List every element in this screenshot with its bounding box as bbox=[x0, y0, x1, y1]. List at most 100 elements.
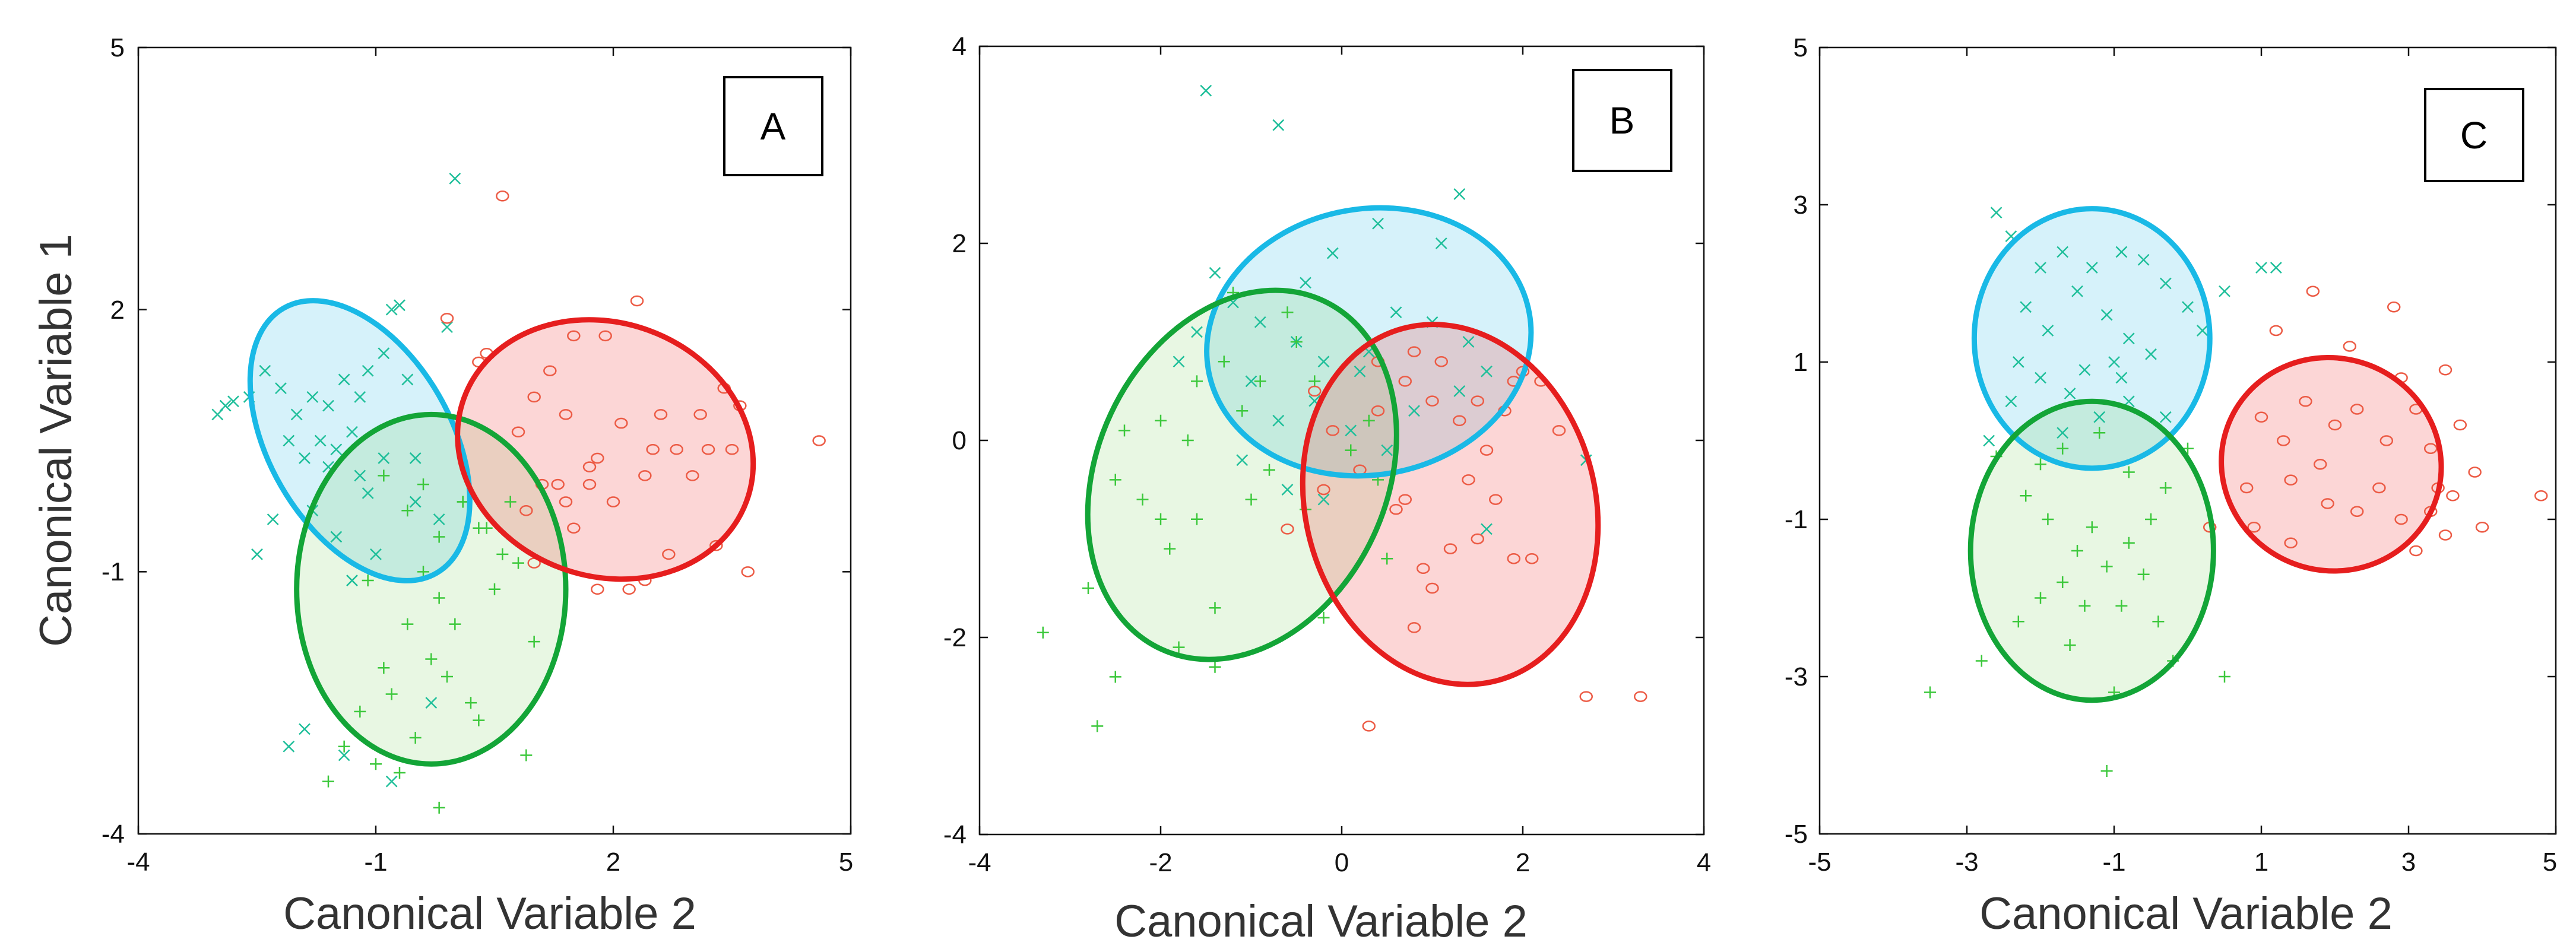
panel-a-label: A bbox=[761, 105, 786, 148]
panel-a-xtick-label: 5 bbox=[839, 848, 853, 877]
panel-b-point-teal bbox=[1300, 277, 1311, 289]
panel-c-point-red bbox=[2269, 325, 2283, 337]
panel-a-point-teal bbox=[338, 373, 350, 386]
panel-a-point-green bbox=[473, 522, 485, 534]
panel-c-point-red bbox=[2350, 506, 2364, 517]
panel-c-point-red bbox=[2409, 545, 2423, 557]
panel-b-point-teal bbox=[1408, 405, 1420, 417]
panel-b-point-red bbox=[1362, 721, 1376, 732]
panel-b-point-green bbox=[1173, 641, 1185, 653]
panel-a-point-teal bbox=[338, 749, 350, 761]
panel-b-point-red bbox=[1443, 543, 1457, 554]
panel-b-ytick-label: 4 bbox=[952, 32, 967, 61]
panel-b-ytick-label: -2 bbox=[943, 623, 967, 652]
panel-a-plot-area bbox=[137, 46, 852, 835]
panel-c-point-red bbox=[2313, 459, 2327, 470]
panel-c-ytick-label: 1 bbox=[1794, 348, 1808, 377]
panel-c-point-green bbox=[2057, 576, 2069, 588]
panel-c-ytick-label: -3 bbox=[1785, 662, 1808, 691]
panel-c-point-green bbox=[2115, 599, 2128, 612]
panel-b-point-red bbox=[1417, 563, 1430, 575]
panel-b-ytick-label: -4 bbox=[943, 820, 967, 849]
panel-b-point-teal bbox=[1481, 523, 1493, 535]
panel-a-x-ticks: -4 -1 2 5 bbox=[126, 848, 853, 877]
panel-b-point-teal bbox=[1200, 84, 1212, 97]
panel-a-point-teal bbox=[283, 740, 295, 753]
panel-a-point-red bbox=[582, 478, 597, 490]
panel-a: -4 -1 2 5 -4 -1 2 5 Canonical Variable 2… bbox=[31, 33, 853, 939]
panel-b-point-red bbox=[1281, 523, 1294, 535]
panel-c-point-green bbox=[2057, 442, 2069, 455]
panel-c-point-green bbox=[2219, 671, 2230, 683]
panel-a-point-red bbox=[741, 566, 755, 577]
panel-c-point-red bbox=[2343, 341, 2357, 352]
panel-b-point-red bbox=[1525, 553, 1539, 564]
panel-b-point-green bbox=[1155, 513, 1167, 525]
panel-a-point-teal bbox=[385, 303, 398, 316]
panel-b-point-green bbox=[1155, 414, 1167, 427]
panel-a-point-teal bbox=[362, 487, 374, 499]
panel-a-point-red bbox=[567, 522, 581, 534]
panel-c-point-red bbox=[2350, 404, 2364, 415]
panel-c-point-red bbox=[2299, 396, 2312, 407]
panel-c-point-green bbox=[2042, 513, 2054, 525]
panel-a-point-green bbox=[496, 548, 509, 560]
panel-c-ytick-label: 3 bbox=[1794, 191, 1808, 220]
panel-c-point-teal bbox=[2122, 332, 2135, 345]
panel-c-point-red bbox=[2394, 513, 2408, 525]
panel-a-point-red bbox=[709, 540, 723, 551]
panel-b-point-red bbox=[1489, 494, 1503, 505]
panel-b-point-red bbox=[1453, 415, 1466, 427]
panel-c-point-red bbox=[2475, 522, 2489, 533]
panel-a-point-teal bbox=[227, 395, 239, 408]
panel-a-point-teal bbox=[219, 399, 232, 412]
panel-c-point-green bbox=[2137, 568, 2150, 580]
panel-a-point-red bbox=[630, 295, 644, 307]
panel-b-point-green bbox=[1091, 720, 1104, 732]
panel-c-point-red bbox=[2453, 419, 2467, 431]
panel-a-point-teal bbox=[385, 775, 398, 788]
panel-c-xtick-label: 5 bbox=[2543, 848, 2557, 877]
panel-a-label-box bbox=[723, 76, 823, 176]
panel-a-point-red bbox=[591, 583, 604, 595]
panel-a-point-teal bbox=[275, 382, 287, 395]
panel-b-label: B bbox=[1609, 99, 1635, 142]
panel-a-point-red bbox=[496, 191, 509, 202]
panel-b-point-green bbox=[1363, 414, 1375, 427]
panel-b-point-red bbox=[1371, 405, 1385, 417]
panel-a-point-green bbox=[433, 592, 445, 604]
panel-c-point-red bbox=[2423, 443, 2438, 454]
panel-c-ellipse-green bbox=[1967, 398, 2216, 703]
panel-a-point-teal bbox=[306, 391, 319, 403]
panel-c-point-teal bbox=[2145, 348, 2157, 360]
panel-c-point-teal bbox=[2035, 262, 2046, 274]
panel-b-point-green bbox=[1136, 493, 1149, 506]
panel-c-point-green bbox=[2122, 537, 2135, 549]
panel-c-point-red bbox=[2239, 482, 2254, 494]
panel-c-point-teal bbox=[2005, 395, 2017, 408]
panel-a-ellipse-fill-red bbox=[457, 319, 753, 579]
panel-c-point-teal bbox=[1990, 207, 2003, 219]
panel-a-point-red bbox=[646, 443, 660, 455]
panel-a-point-red bbox=[559, 409, 573, 420]
panel-a-ellipse-green bbox=[294, 411, 569, 767]
panel-c-ellipse-fill-cyan bbox=[1974, 208, 2210, 468]
panel-a-point-green bbox=[512, 557, 524, 569]
panel-b-point-red bbox=[1552, 425, 1566, 436]
panel-c-point-green bbox=[2100, 560, 2113, 573]
panel-b-point-teal bbox=[1272, 414, 1285, 427]
panel-a-point-green bbox=[433, 801, 445, 814]
panel-b-point-green bbox=[1164, 542, 1176, 555]
panel-a-point-red bbox=[670, 443, 683, 455]
panel-c-point-teal bbox=[2196, 325, 2209, 337]
panel-b-point-teal bbox=[1317, 356, 1330, 368]
panel-a-point-green bbox=[449, 618, 461, 630]
panel-b-point-teal bbox=[1381, 444, 1393, 456]
panel-c-point-red bbox=[2328, 419, 2342, 431]
panel-b-point-red bbox=[1398, 376, 1412, 387]
panel-a-point-green bbox=[362, 575, 374, 587]
panel-a-point-red bbox=[559, 496, 573, 507]
panel-a-point-red bbox=[598, 330, 612, 342]
panel-a-ytick-label: -1 bbox=[102, 557, 125, 586]
